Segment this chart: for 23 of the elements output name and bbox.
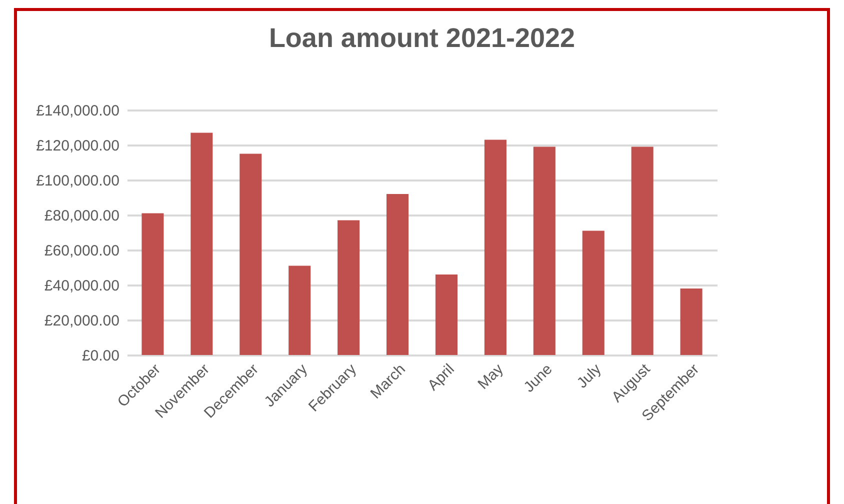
- bar: [288, 266, 311, 355]
- bar: [338, 220, 360, 355]
- y-tick-label: £0.00: [82, 348, 120, 364]
- x-tick-label: July: [574, 360, 606, 392]
- bar: [680, 288, 702, 355]
- bar: [240, 154, 262, 355]
- chart-title: Loan amount 2021-2022: [268, 23, 576, 53]
- x-tick-label: May: [474, 360, 508, 393]
- bar: [142, 213, 164, 355]
- bar: [190, 132, 213, 355]
- y-tick-label: £60,000.00: [44, 242, 120, 260]
- y-tick-label: £140,000.00: [36, 102, 120, 120]
- y-tick-label: £40,000.00: [44, 278, 120, 294]
- bar: [631, 146, 654, 355]
- y-tick-label: £100,000.00: [36, 172, 120, 190]
- y-tick-label: £120,000.00: [36, 138, 120, 154]
- bar: [533, 146, 556, 355]
- bar: [435, 274, 458, 355]
- bar: [582, 230, 604, 355]
- y-tick-label: £20,000.00: [44, 312, 120, 330]
- y-tick-label: £80,000.00: [44, 208, 120, 224]
- bar: [386, 194, 409, 355]
- bar: [484, 140, 506, 355]
